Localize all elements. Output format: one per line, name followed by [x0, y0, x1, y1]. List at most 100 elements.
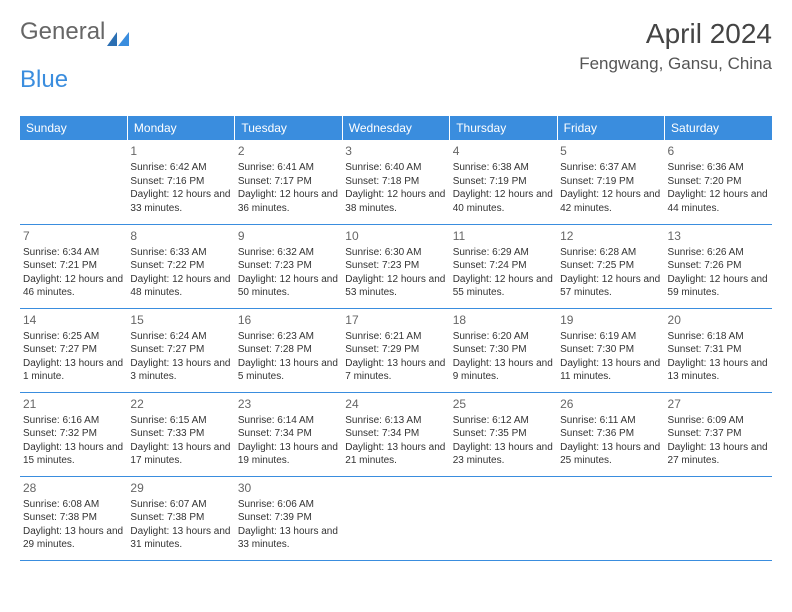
calendar-day-cell: 17Sunrise: 6:21 AMSunset: 7:29 PMDayligh… — [342, 308, 449, 392]
daylight-line: Daylight: 12 hours and 55 minutes. — [453, 273, 554, 300]
day-number: 11 — [453, 228, 554, 244]
calendar-day-cell: 29Sunrise: 6:07 AMSunset: 7:38 PMDayligh… — [127, 476, 234, 560]
daylight-line: Daylight: 13 hours and 25 minutes. — [560, 441, 661, 468]
sunrise-line: Sunrise: 6:30 AM — [345, 246, 446, 260]
calendar-day-cell: 10Sunrise: 6:30 AMSunset: 7:23 PMDayligh… — [342, 224, 449, 308]
sunset-line: Sunset: 7:30 PM — [453, 343, 554, 357]
sunrise-line: Sunrise: 6:08 AM — [23, 498, 124, 512]
calendar-day-cell: 23Sunrise: 6:14 AMSunset: 7:34 PMDayligh… — [235, 392, 342, 476]
sunrise-line: Sunrise: 6:36 AM — [668, 161, 769, 175]
weekday-header: Sunday — [20, 116, 127, 140]
day-number: 8 — [130, 228, 231, 244]
daylight-line: Daylight: 12 hours and 36 minutes. — [238, 188, 339, 215]
logo-sail-icon — [107, 25, 129, 39]
sunrise-line: Sunrise: 6:07 AM — [130, 498, 231, 512]
calendar-row: 14Sunrise: 6:25 AMSunset: 7:27 PMDayligh… — [20, 308, 772, 392]
day-number: 27 — [668, 396, 769, 412]
header: General April 2024 Fengwang, Gansu, Chin… — [20, 18, 772, 74]
sunset-line: Sunset: 7:32 PM — [23, 427, 124, 441]
sunrise-line: Sunrise: 6:09 AM — [668, 414, 769, 428]
calendar-empty-cell — [20, 140, 127, 224]
daylight-line: Daylight: 12 hours and 33 minutes. — [130, 188, 231, 215]
daylight-line: Daylight: 12 hours and 53 minutes. — [345, 273, 446, 300]
daylight-line: Daylight: 12 hours and 50 minutes. — [238, 273, 339, 300]
sunrise-line: Sunrise: 6:26 AM — [668, 246, 769, 260]
calendar-empty-cell — [342, 476, 449, 560]
weekday-header: Monday — [127, 116, 234, 140]
daylight-line: Daylight: 13 hours and 31 minutes. — [130, 525, 231, 552]
sunrise-line: Sunrise: 6:19 AM — [560, 330, 661, 344]
sunset-line: Sunset: 7:27 PM — [130, 343, 231, 357]
calendar-day-cell: 1Sunrise: 6:42 AMSunset: 7:16 PMDaylight… — [127, 140, 234, 224]
day-number: 3 — [345, 143, 446, 159]
calendar-day-cell: 27Sunrise: 6:09 AMSunset: 7:37 PMDayligh… — [665, 392, 772, 476]
sunrise-line: Sunrise: 6:37 AM — [560, 161, 661, 175]
calendar-day-cell: 21Sunrise: 6:16 AMSunset: 7:32 PMDayligh… — [20, 392, 127, 476]
daylight-line: Daylight: 12 hours and 38 minutes. — [345, 188, 446, 215]
calendar-row: 1Sunrise: 6:42 AMSunset: 7:16 PMDaylight… — [20, 140, 772, 224]
calendar-row: 28Sunrise: 6:08 AMSunset: 7:38 PMDayligh… — [20, 476, 772, 560]
day-number: 17 — [345, 312, 446, 328]
calendar-empty-cell — [557, 476, 664, 560]
sunset-line: Sunset: 7:37 PM — [668, 427, 769, 441]
sunrise-line: Sunrise: 6:38 AM — [453, 161, 554, 175]
weekday-header: Saturday — [665, 116, 772, 140]
daylight-line: Daylight: 12 hours and 46 minutes. — [23, 273, 124, 300]
day-number: 28 — [23, 480, 124, 496]
daylight-line: Daylight: 13 hours and 17 minutes. — [130, 441, 231, 468]
calendar-day-cell: 11Sunrise: 6:29 AMSunset: 7:24 PMDayligh… — [450, 224, 557, 308]
daylight-line: Daylight: 13 hours and 15 minutes. — [23, 441, 124, 468]
daylight-line: Daylight: 13 hours and 19 minutes. — [238, 441, 339, 468]
calendar-table: SundayMondayTuesdayWednesdayThursdayFrid… — [20, 116, 772, 561]
day-number: 18 — [453, 312, 554, 328]
sunset-line: Sunset: 7:17 PM — [238, 175, 339, 189]
day-number: 7 — [23, 228, 124, 244]
sunrise-line: Sunrise: 6:23 AM — [238, 330, 339, 344]
calendar-day-cell: 20Sunrise: 6:18 AMSunset: 7:31 PMDayligh… — [665, 308, 772, 392]
calendar-day-cell: 7Sunrise: 6:34 AMSunset: 7:21 PMDaylight… — [20, 224, 127, 308]
sunset-line: Sunset: 7:29 PM — [345, 343, 446, 357]
sunset-line: Sunset: 7:22 PM — [130, 259, 231, 273]
sunset-line: Sunset: 7:36 PM — [560, 427, 661, 441]
sunset-line: Sunset: 7:33 PM — [130, 427, 231, 441]
sunset-line: Sunset: 7:31 PM — [668, 343, 769, 357]
day-number: 30 — [238, 480, 339, 496]
sunrise-line: Sunrise: 6:28 AM — [560, 246, 661, 260]
calendar-day-cell: 6Sunrise: 6:36 AMSunset: 7:20 PMDaylight… — [665, 140, 772, 224]
day-number: 24 — [345, 396, 446, 412]
sunrise-line: Sunrise: 6:14 AM — [238, 414, 339, 428]
sunrise-line: Sunrise: 6:12 AM — [453, 414, 554, 428]
daylight-line: Daylight: 13 hours and 21 minutes. — [345, 441, 446, 468]
daylight-line: Daylight: 13 hours and 9 minutes. — [453, 357, 554, 384]
sunset-line: Sunset: 7:34 PM — [238, 427, 339, 441]
calendar-day-cell: 25Sunrise: 6:12 AMSunset: 7:35 PMDayligh… — [450, 392, 557, 476]
sunrise-line: Sunrise: 6:24 AM — [130, 330, 231, 344]
logo-text-1: General — [20, 18, 105, 46]
calendar-day-cell: 22Sunrise: 6:15 AMSunset: 7:33 PMDayligh… — [127, 392, 234, 476]
day-number: 21 — [23, 396, 124, 412]
sunset-line: Sunset: 7:19 PM — [560, 175, 661, 189]
day-number: 29 — [130, 480, 231, 496]
calendar-day-cell: 4Sunrise: 6:38 AMSunset: 7:19 PMDaylight… — [450, 140, 557, 224]
day-number: 25 — [453, 396, 554, 412]
day-number: 16 — [238, 312, 339, 328]
calendar-body: 1Sunrise: 6:42 AMSunset: 7:16 PMDaylight… — [20, 140, 772, 560]
sunset-line: Sunset: 7:35 PM — [453, 427, 554, 441]
daylight-line: Daylight: 12 hours and 59 minutes. — [668, 273, 769, 300]
day-number: 14 — [23, 312, 124, 328]
day-number: 13 — [668, 228, 769, 244]
sunrise-line: Sunrise: 6:18 AM — [668, 330, 769, 344]
sunrise-line: Sunrise: 6:41 AM — [238, 161, 339, 175]
calendar-day-cell: 19Sunrise: 6:19 AMSunset: 7:30 PMDayligh… — [557, 308, 664, 392]
sunrise-line: Sunrise: 6:42 AM — [130, 161, 231, 175]
calendar-empty-cell — [665, 476, 772, 560]
logo-text-2: Blue — [20, 66, 68, 93]
sunrise-line: Sunrise: 6:20 AM — [453, 330, 554, 344]
day-number: 5 — [560, 143, 661, 159]
sunset-line: Sunset: 7:20 PM — [668, 175, 769, 189]
day-number: 9 — [238, 228, 339, 244]
calendar-day-cell: 26Sunrise: 6:11 AMSunset: 7:36 PMDayligh… — [557, 392, 664, 476]
day-number: 22 — [130, 396, 231, 412]
calendar-day-cell: 30Sunrise: 6:06 AMSunset: 7:39 PMDayligh… — [235, 476, 342, 560]
daylight-line: Daylight: 13 hours and 13 minutes. — [668, 357, 769, 384]
